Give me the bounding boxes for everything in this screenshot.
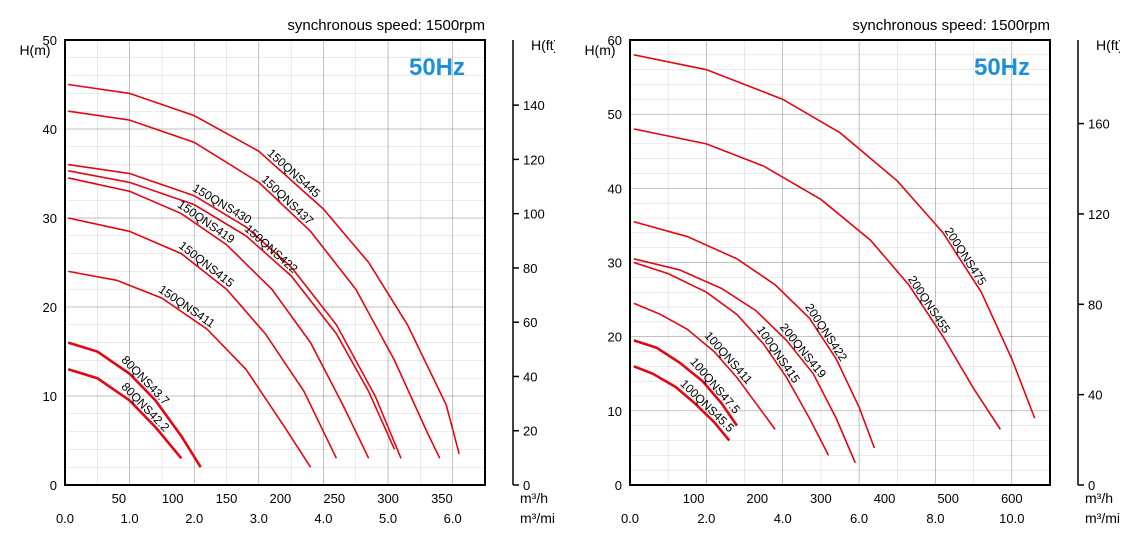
x-secondary-tick: 100	[162, 491, 184, 506]
x-primary-tick: 5.0	[379, 511, 397, 526]
left-chart: 0.01.02.03.04.05.06.05010015020025030035…	[10, 10, 555, 540]
y-primary-tick: 20	[43, 300, 57, 315]
y-secondary-tick: 100	[523, 207, 545, 222]
x-primary-tick: 6.0	[850, 511, 868, 526]
y-primary-tick: 0	[50, 478, 57, 493]
hz-label: 50Hz	[974, 54, 1030, 81]
x-primary-label: m³/min	[1085, 510, 1120, 526]
y-secondary-tick: 140	[523, 98, 545, 113]
x-secondary-tick: 350	[431, 491, 453, 506]
x-secondary-label: m³/h	[520, 490, 548, 506]
x-secondary-tick: 100	[683, 491, 705, 506]
x-primary-tick: 2.0	[697, 511, 715, 526]
hz-label: 50Hz	[409, 54, 465, 81]
x-primary-tick: 4.0	[314, 511, 332, 526]
y-primary-tick: 10	[43, 389, 57, 404]
x-secondary-tick: 300	[810, 491, 832, 506]
right-chart: 0.0 2.0 4.0 6.0 8.0 10.0 100 200 300 400 500 600 0 10…	[575, 10, 1120, 540]
y-secondary-tick: 160	[1088, 117, 1110, 132]
y-secondary-tick: 40	[523, 369, 537, 384]
y-primary-tick: 20	[608, 330, 622, 345]
y-secondary-tick: 80	[1088, 297, 1102, 312]
y-primary-tick: 40	[43, 122, 57, 137]
x-primary-tick: 1.0	[121, 511, 139, 526]
y-secondary-tick: 60	[523, 315, 537, 330]
x-primary-tick: 6.0	[444, 511, 462, 526]
x-secondary-tick: 150	[216, 491, 238, 506]
y-primary-tick: 30	[608, 256, 622, 271]
x-secondary-tick: 400	[874, 491, 896, 506]
y-secondary-tick: 80	[523, 261, 537, 276]
x-secondary-tick: 200	[270, 491, 292, 506]
x-secondary-tick: 250	[323, 491, 345, 506]
y-primary-label: H(m)	[19, 42, 50, 58]
left-chart-svg: 0.01.02.03.04.05.06.05010015020025030035…	[10, 10, 555, 540]
y-secondary-tick: 120	[523, 152, 545, 167]
y-secondary-label: H(ft)	[1096, 37, 1120, 53]
x-primary-tick: 0.0	[621, 511, 639, 526]
y-secondary-label: H(ft)	[531, 37, 555, 53]
x-secondary-tick: 200	[746, 491, 768, 506]
y-primary-tick: 10	[608, 404, 622, 419]
y-primary-tick: 50	[608, 107, 622, 122]
y-secondary-tick: 20	[523, 424, 537, 439]
y-secondary-tick: 40	[1088, 388, 1102, 403]
x-primary-tick: 3.0	[250, 511, 268, 526]
y-primary-tick: 30	[43, 211, 57, 226]
right-chart-svg: 0.0 2.0 4.0 6.0 8.0 10.0 100 200 300 400 500 600 0 10…	[575, 10, 1120, 540]
y-primary-tick: 40	[608, 181, 622, 196]
x-primary-tick: 8.0	[926, 511, 944, 526]
chart-title: synchronous speed: 1500rpm	[852, 17, 1050, 34]
x-secondary-tick: 500	[937, 491, 959, 506]
x-primary-tick: 10.0	[999, 511, 1024, 526]
chart-title: synchronous speed: 1500rpm	[287, 17, 485, 34]
x-secondary-tick: 600	[1001, 491, 1023, 506]
x-primary-tick: 2.0	[185, 511, 203, 526]
y-primary-label: H(m)	[584, 42, 615, 58]
x-secondary-tick: 50	[112, 491, 126, 506]
y-primary-tick: 0	[615, 478, 622, 493]
x-secondary-tick: 300	[377, 491, 399, 506]
x-primary-label: m³/min	[520, 510, 555, 526]
x-primary-tick: 0.0	[56, 511, 74, 526]
x-primary-tick: 4.0	[774, 511, 792, 526]
x-secondary-label: m³/h	[1085, 490, 1113, 506]
y-secondary-tick: 120	[1088, 207, 1110, 222]
